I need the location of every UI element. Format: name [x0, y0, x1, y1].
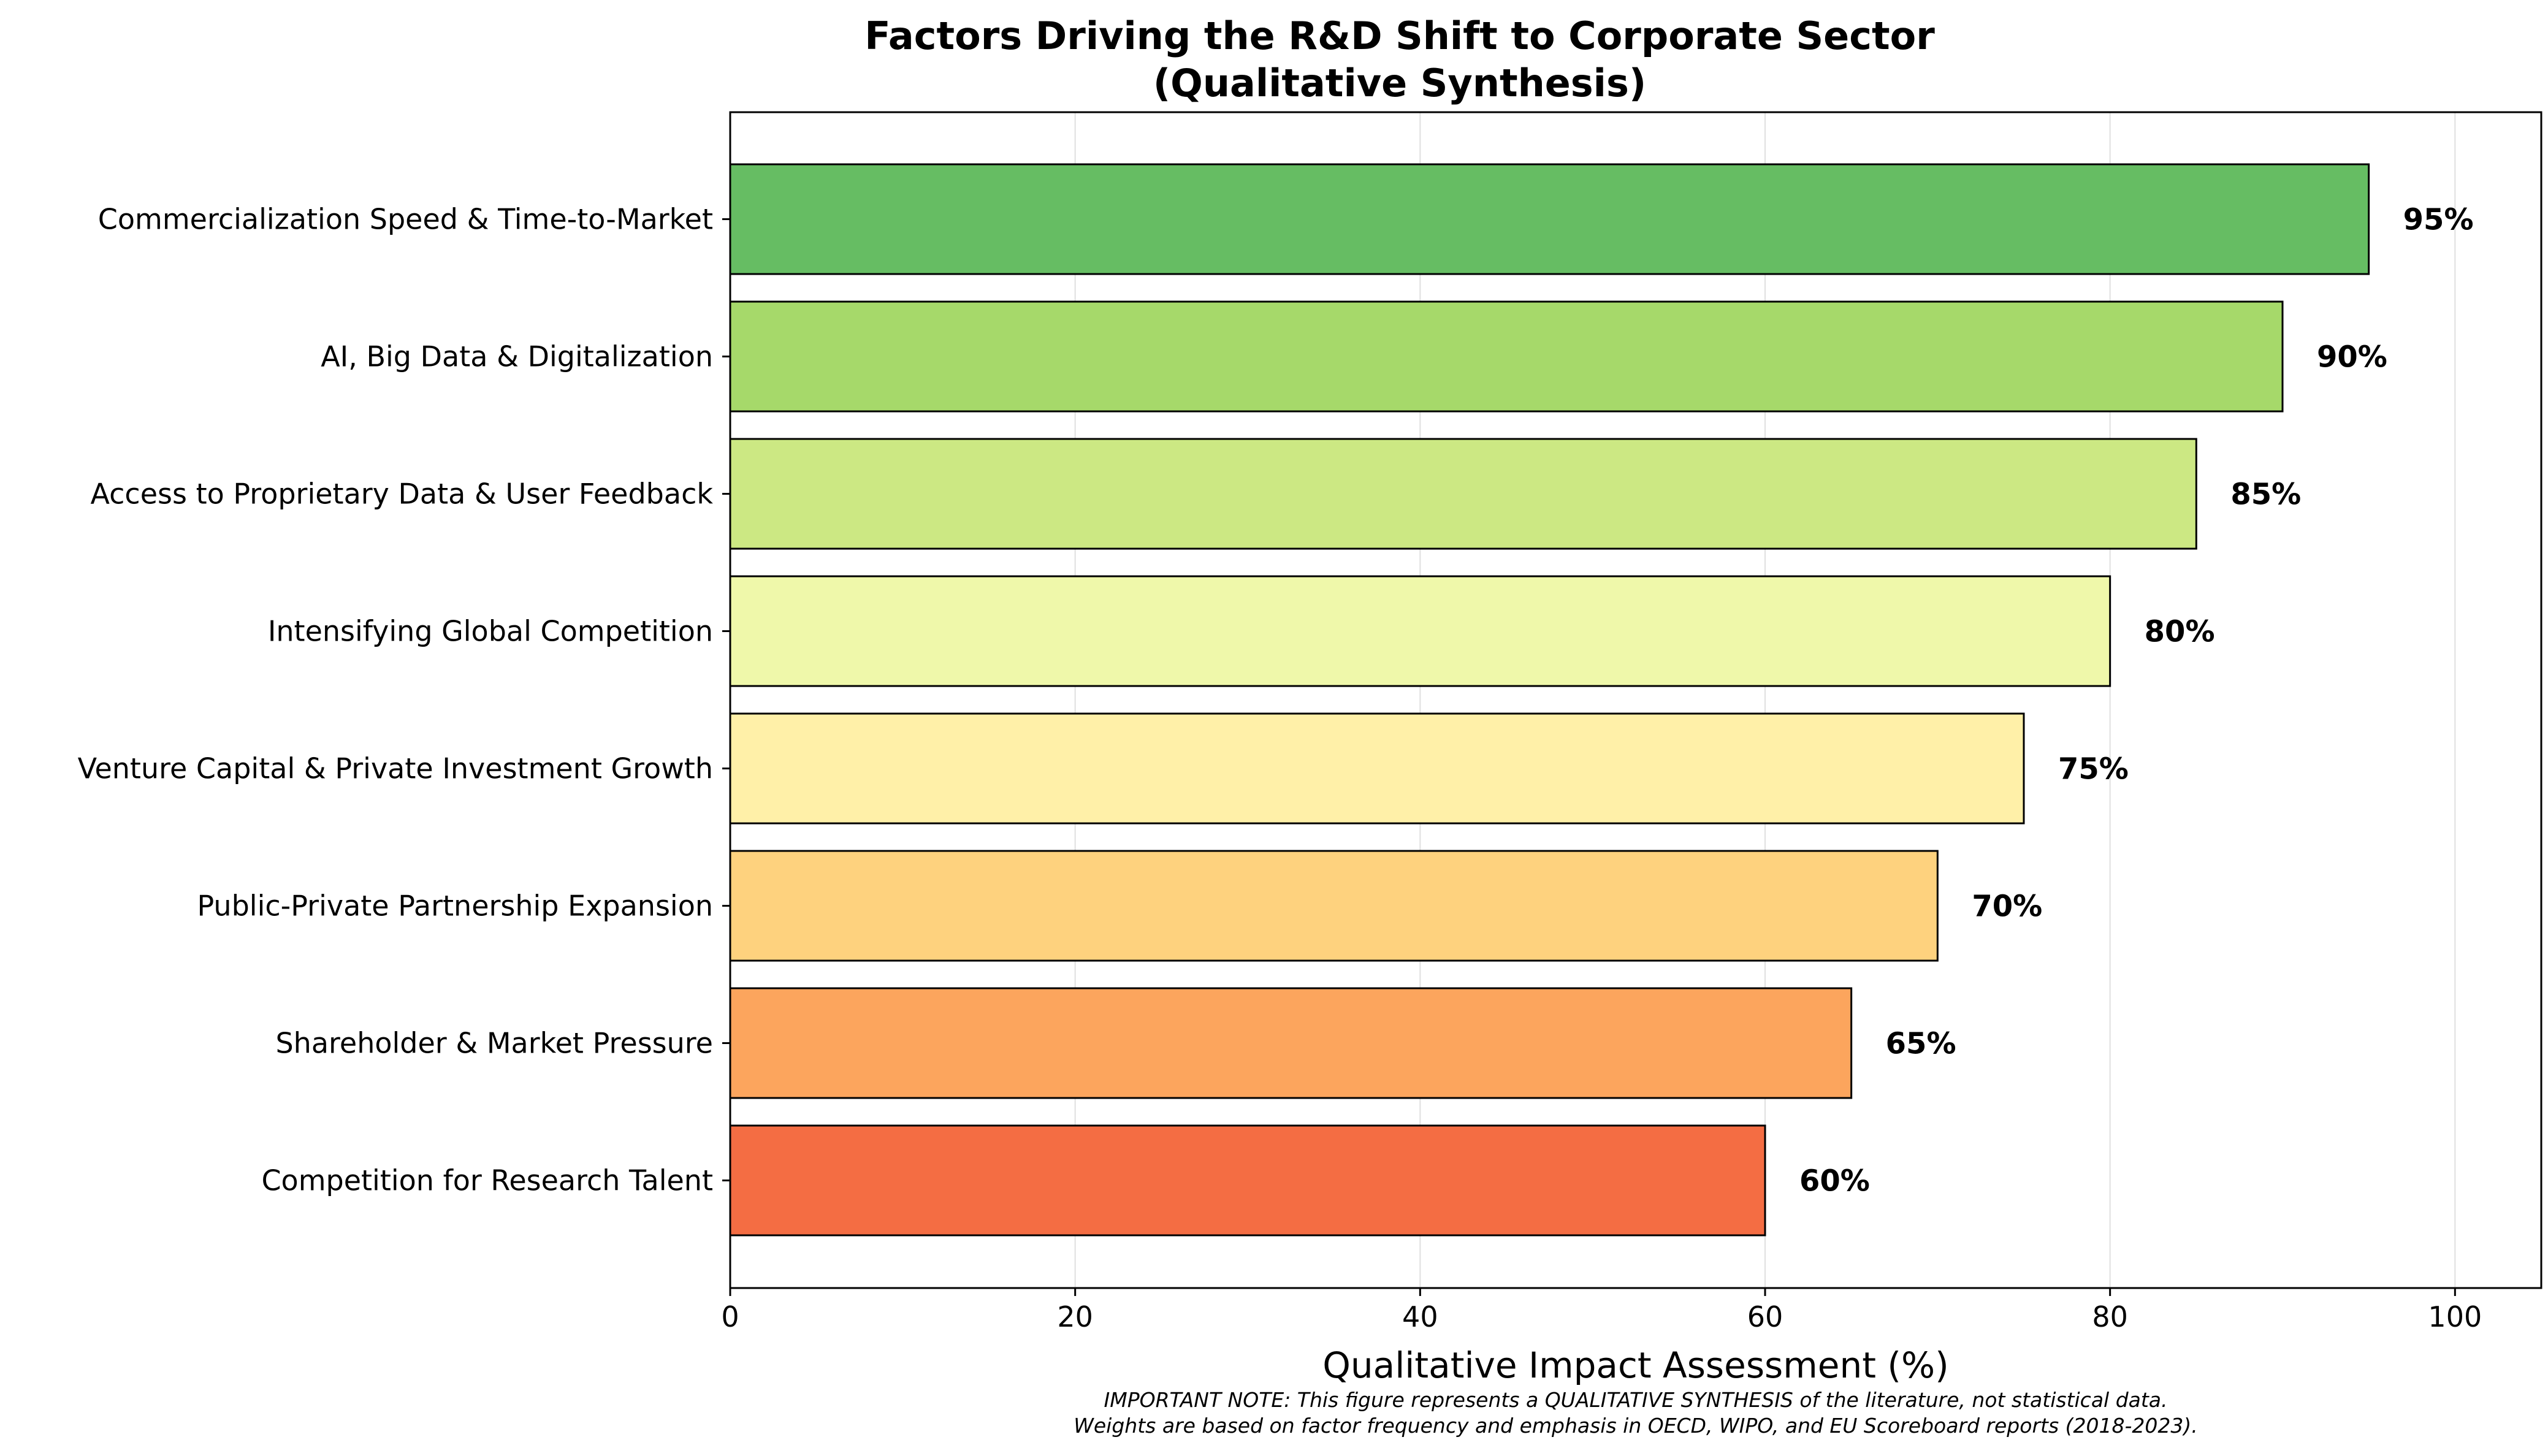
y-tick-label: Commercialization Speed & Time-to-Market [98, 203, 713, 236]
x-tick-label: 100 [2428, 1300, 2482, 1333]
x-tick-label: 20 [1057, 1300, 1093, 1333]
data-label: 60% [1799, 1164, 1870, 1199]
data-label: 85% [2230, 478, 2301, 512]
bar [729, 987, 1853, 1099]
y-tick-label: Public-Private Partnership Expansion [197, 890, 714, 923]
data-label: 70% [1972, 890, 2042, 924]
x-tick-label: 40 [1402, 1300, 1438, 1333]
bars: 95% 90% 85% 80% 75% 70% 65% 60% [729, 163, 2474, 1237]
y-tick-label: Access to Proprietary Data & User Feedba… [90, 478, 713, 511]
x-axis-ticks: 0 20 40 60 80 100 Commercialization Speed & Ti… [78, 203, 2482, 1334]
bar [729, 575, 2111, 687]
data-label: 95% [2403, 203, 2474, 237]
y-tick-label: Competition for Research Talent [261, 1164, 713, 1197]
bar [729, 850, 1939, 962]
x-tick-label: 80 [2092, 1300, 2128, 1333]
data-label: 65% [1886, 1027, 1956, 1061]
y-tick-label: Intensifying Global Competition [268, 615, 713, 648]
y-tick-label: Venture Capital & Private Investment Gro… [78, 752, 713, 785]
grid [730, 112, 2456, 1288]
x-tick-label: 60 [1747, 1300, 1783, 1333]
plot-frame [729, 111, 2542, 1289]
x-axis-label: Qualitative Impact Assessment (%) [1322, 1344, 1949, 1386]
note-line-1: IMPORTANT NOTE: This figure represents a… [1104, 1388, 2167, 1412]
bar [729, 163, 2370, 275]
data-label: 80% [2145, 615, 2215, 649]
data-label: 90% [2317, 340, 2387, 375]
bar [729, 438, 2197, 550]
chart-title-line-2: (Qualitative Synthesis) [1153, 61, 1646, 105]
data-label: 75% [2058, 752, 2129, 787]
bar [729, 712, 2025, 825]
bar [729, 1124, 1766, 1237]
bar [729, 300, 2284, 413]
chart-title-line-1: Factors Driving the R&D Shift to Corpora… [864, 13, 1935, 58]
x-tick-label: 0 [721, 1300, 739, 1333]
note-line-2: Weights are based on factor frequency an… [1074, 1414, 2198, 1438]
y-tick-label: AI, Big Data & Digitalization [321, 340, 713, 373]
y-tick-label: Shareholder & Market Pressure [275, 1027, 713, 1060]
